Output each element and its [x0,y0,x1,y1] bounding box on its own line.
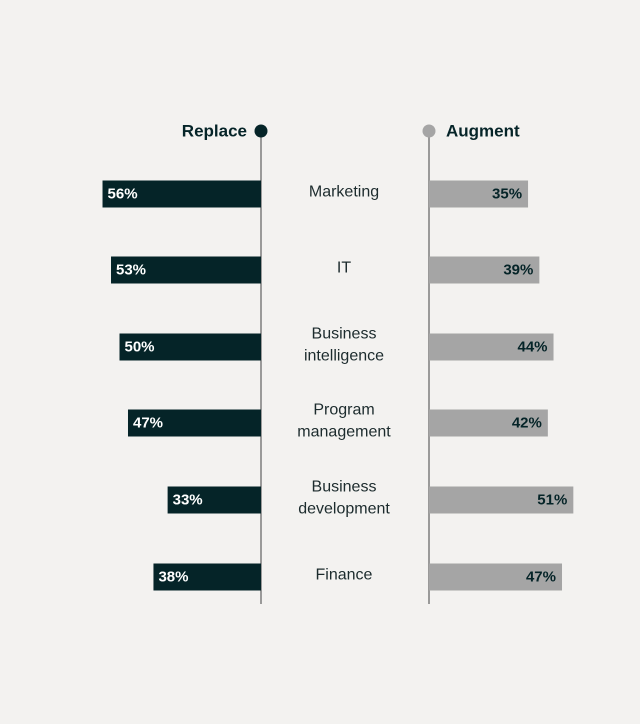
augment-marker-dot [422,124,436,138]
replace-header-label: Replace [182,122,247,141]
replace-value-label: 47% [133,415,163,432]
replace-bar [167,486,261,514]
augment-value-label: 35% [492,186,522,203]
replace-bar [153,563,261,591]
replace-value-label: 50% [125,339,155,356]
replace-bar [119,333,261,361]
augment-value-label: 39% [503,262,533,279]
category-label: management [297,424,391,441]
category-label: intelligence [304,348,384,365]
replace-value-label: 33% [173,492,203,509]
replace-value-label: 56% [108,186,138,203]
augment-bar [429,409,548,437]
category-label: IT [337,260,351,277]
replace-value-label: 38% [158,569,188,586]
category-label: Finance [316,567,373,584]
category-label: Marketing [309,184,379,201]
replace-bar [127,409,262,437]
augment-bar [429,486,574,514]
category-label: development [298,501,390,518]
augment-value-label: 51% [537,492,567,509]
replace-marker-dot [254,124,268,138]
augment-value-label: 44% [517,339,547,356]
augment-bar [429,333,554,361]
category-label: Business [312,326,377,343]
replace-bar [111,256,261,284]
augment-value-label: 42% [512,415,542,432]
augment-header-label: Augment [446,122,520,141]
augment-value-label: 47% [526,569,556,586]
category-label: Program [313,402,374,419]
category-label: Business [312,479,377,496]
replace-bar [102,180,262,208]
augment-bar [429,180,529,208]
replace-value-label: 53% [116,262,146,279]
augment-bar [429,256,540,284]
augment-bar [429,563,563,591]
